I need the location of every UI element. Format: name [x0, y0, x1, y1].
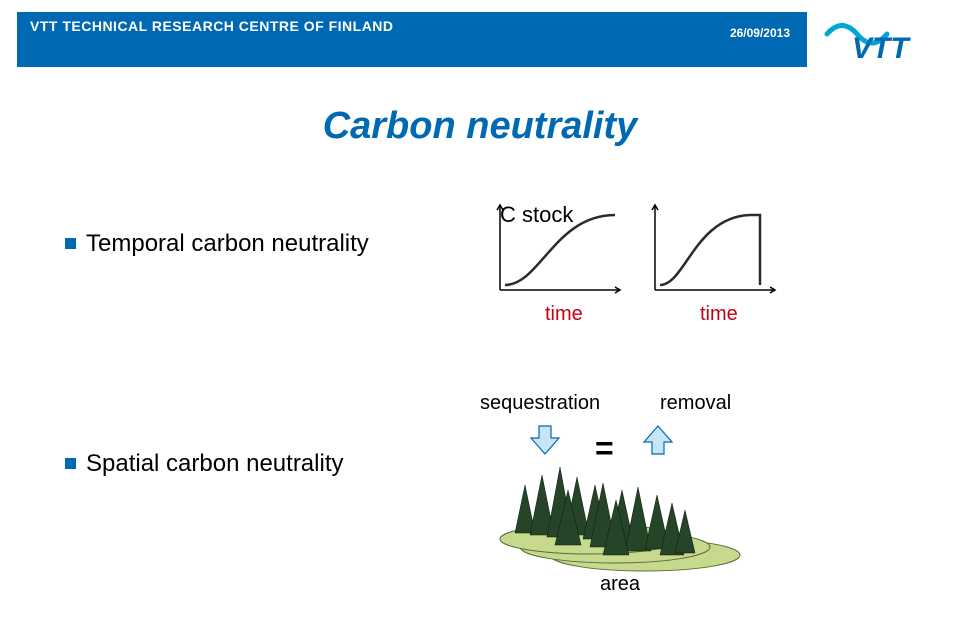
- vtt-logo: VTT: [822, 12, 942, 67]
- removal-label: removal: [660, 392, 731, 415]
- bullet-temporal: Temporal carbon neutrality: [65, 230, 369, 258]
- area-label: area: [600, 573, 640, 596]
- bullet-spatial: Spatial carbon neutrality: [65, 450, 343, 478]
- header-date: 26/09/2013: [730, 26, 790, 40]
- slide: VTT TECHNICAL RESEARCH CENTRE OF FINLAND…: [0, 0, 960, 622]
- svg-text:VTT: VTT: [852, 32, 911, 65]
- forest-illustration: [495, 455, 745, 575]
- bullet-text: Temporal carbon neutrality: [86, 230, 369, 258]
- arrow-up-icon: [640, 422, 676, 458]
- sequestration-label: sequestration: [480, 392, 600, 415]
- slide-title: Carbon neutrality: [0, 105, 960, 148]
- growth-curves: [490, 200, 800, 300]
- bullet-marker-icon: [65, 458, 76, 469]
- bullet-text: Spatial carbon neutrality: [86, 450, 343, 478]
- bullet-marker-icon: [65, 238, 76, 249]
- x-axis-label-2: time: [700, 303, 738, 326]
- header-org: VTT TECHNICAL RESEARCH CENTRE OF FINLAND: [30, 18, 394, 34]
- arrow-down-icon: [527, 422, 563, 458]
- x-axis-label-1: time: [545, 303, 583, 326]
